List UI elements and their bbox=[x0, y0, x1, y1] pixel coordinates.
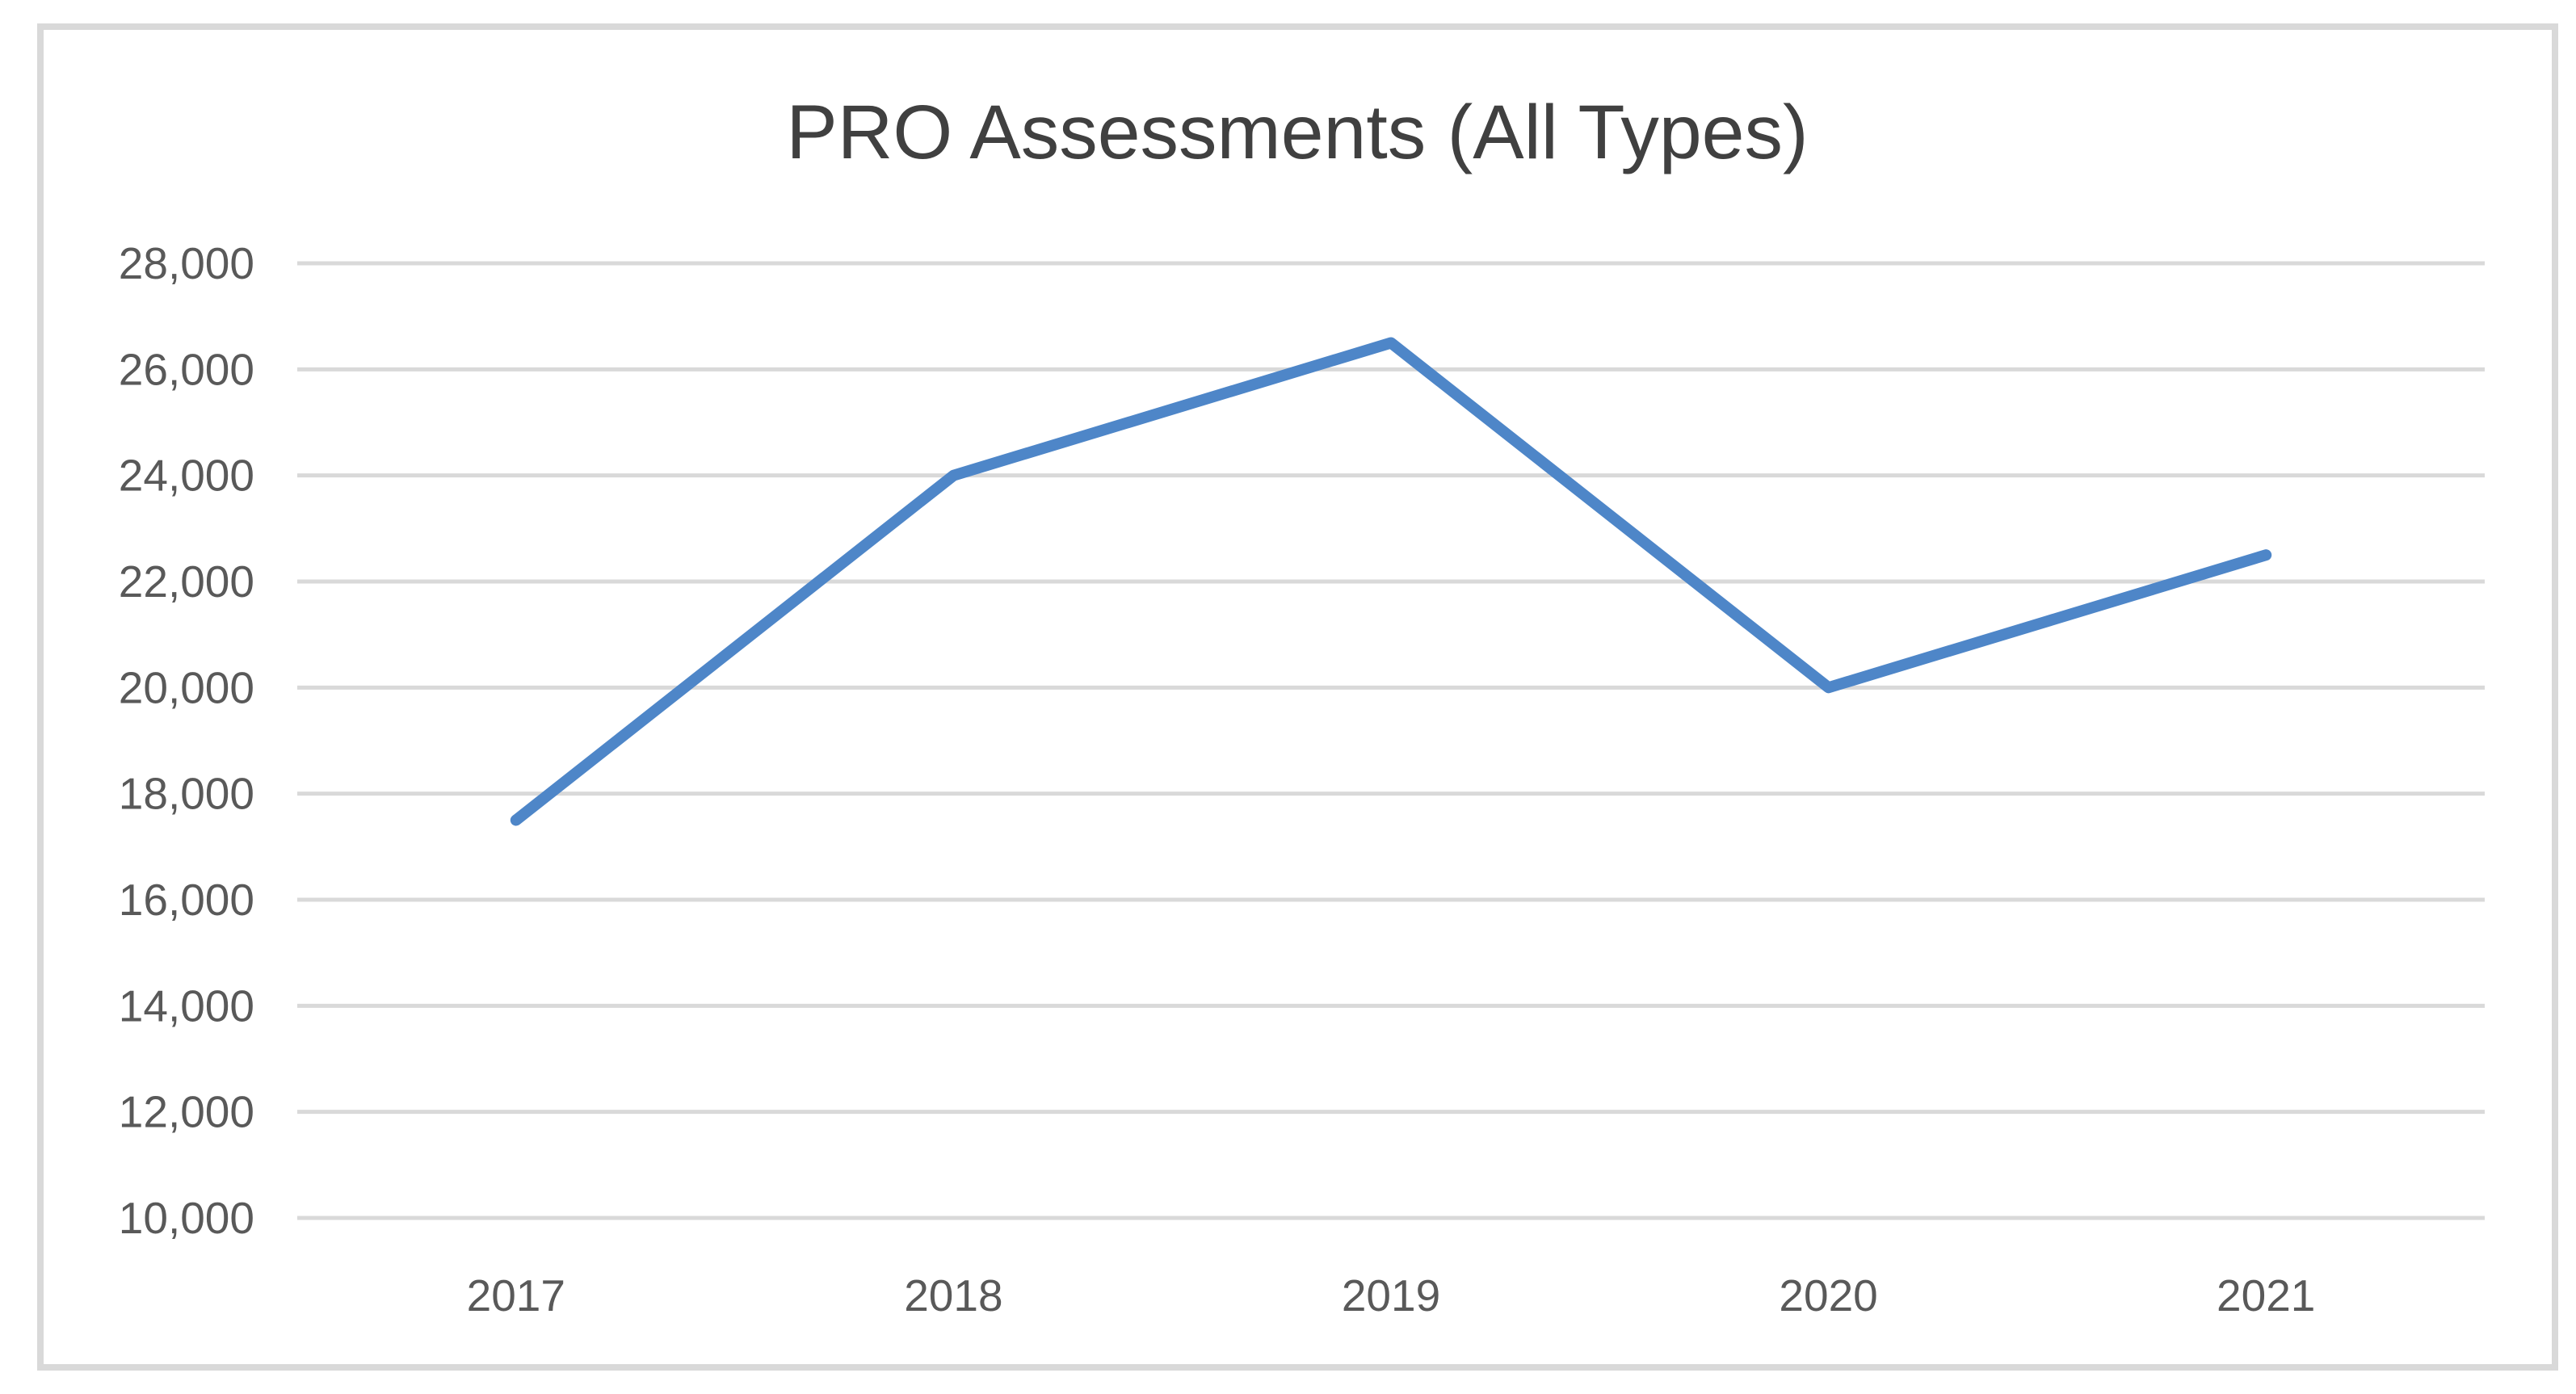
x-axis-category-label: 2017 bbox=[467, 1270, 565, 1321]
y-axis-tick-label: 28,000 bbox=[119, 238, 254, 288]
x-axis-category-label: 2019 bbox=[1342, 1270, 1440, 1321]
chart-title: PRO Assessments (All Types) bbox=[786, 90, 1808, 175]
data-series-line bbox=[510, 337, 2272, 826]
y-axis-tick-label: 14,000 bbox=[119, 980, 254, 1031]
x-axis-category-label: 2021 bbox=[2217, 1270, 2315, 1321]
chart-frame-border bbox=[37, 23, 2558, 1371]
y-axis-tick-label: 26,000 bbox=[119, 344, 254, 394]
y-axis-tick-labels: 28,000 26,000 24,000 22,000 20,000 18,000 16,0… bbox=[119, 238, 254, 1243]
y-axis-tick-label: 20,000 bbox=[119, 662, 254, 712]
x-axis-category-label: 2018 bbox=[904, 1270, 1002, 1321]
y-axis-tick-label: 10,000 bbox=[119, 1193, 254, 1243]
y-axis-tick-label: 22,000 bbox=[119, 556, 254, 607]
y-axis-tick-label: 16,000 bbox=[119, 875, 254, 925]
x-axis-category-labels: 2017 2018 2019 2020 2021 bbox=[467, 1270, 2316, 1321]
y-axis-tick-label: 24,000 bbox=[119, 451, 254, 501]
y-axis-tick-label: 12,000 bbox=[119, 1087, 254, 1137]
gridlines-group bbox=[297, 261, 2485, 1220]
x-axis-category-label: 2020 bbox=[1779, 1270, 1877, 1321]
y-axis-tick-label: 18,000 bbox=[119, 769, 254, 819]
